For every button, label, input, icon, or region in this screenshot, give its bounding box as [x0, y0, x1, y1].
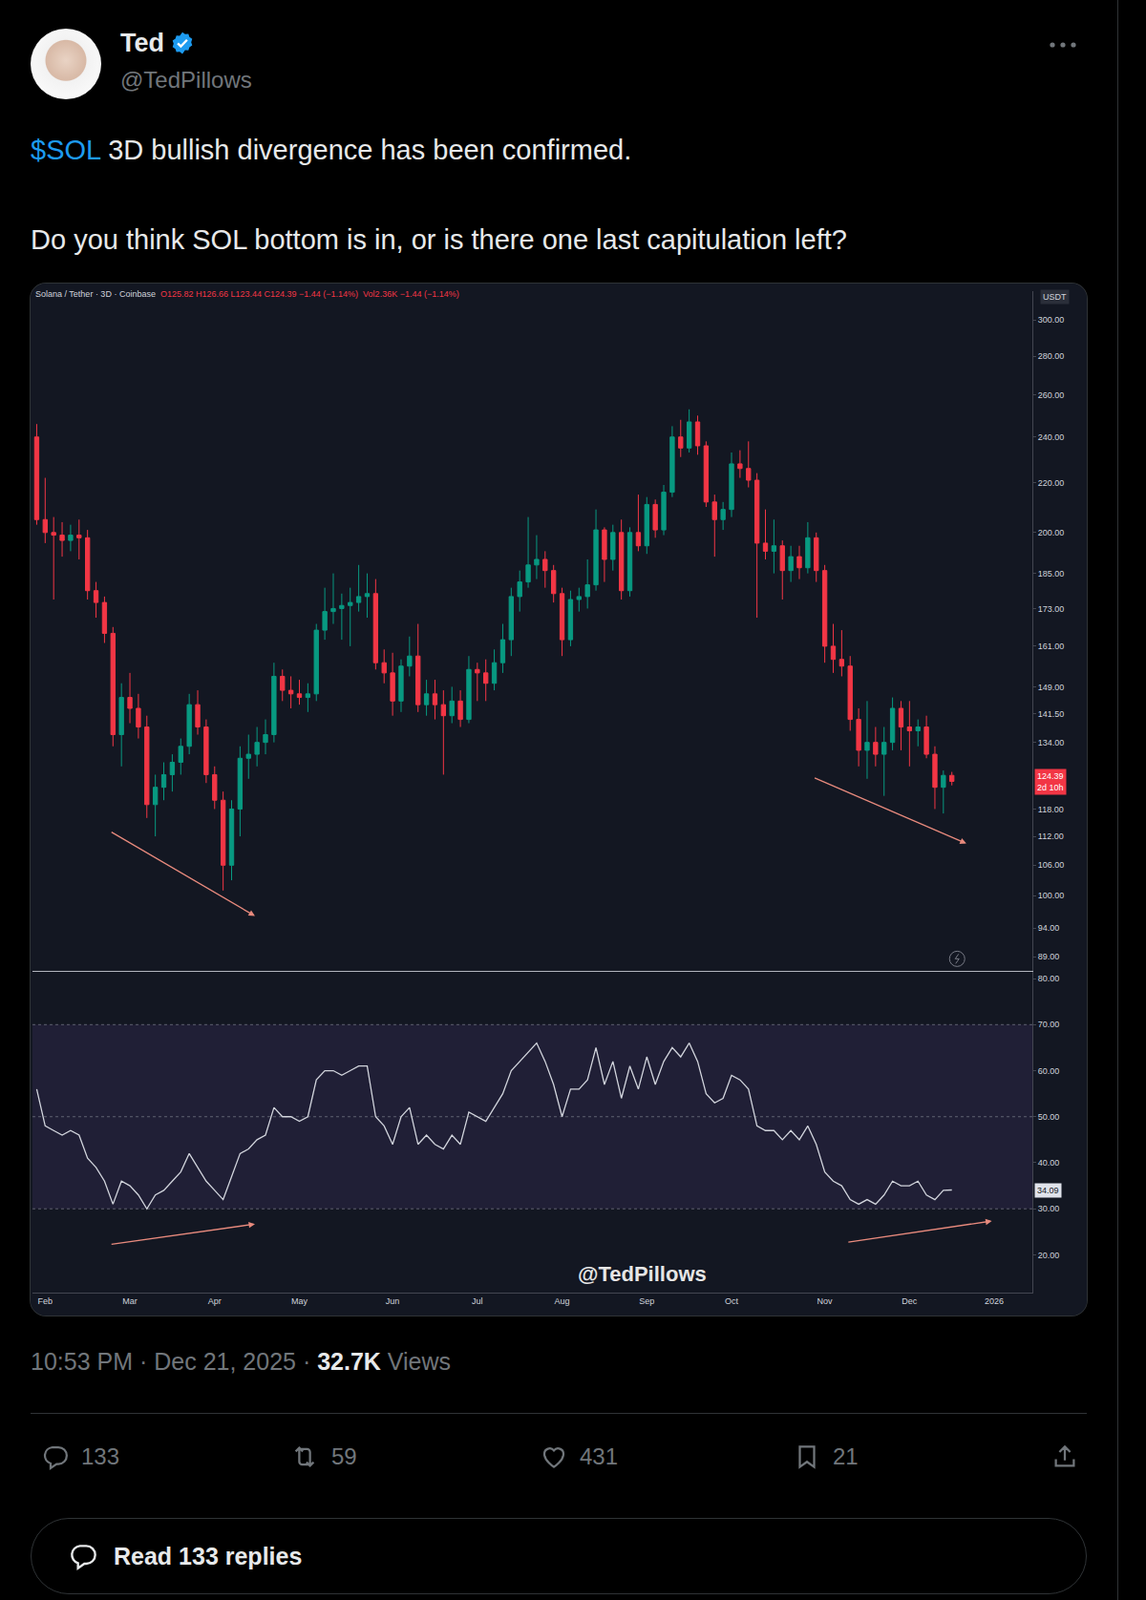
svg-text:240.00: 240.00 — [1038, 432, 1065, 443]
html-text:$SOL 3D bullish divergence has: $SOL 3D bullish divergence has been conf… — [30, 134, 632, 166]
svg-text:185.00: 185.00 — [1038, 569, 1065, 579]
svg-text:260.00: 260.00 — [1038, 390, 1065, 401]
svg-text:Aug: Aug — [554, 1296, 571, 1307]
svg-text:May: May — [291, 1296, 309, 1307]
svg-text:200.00: 200.00 — [1038, 528, 1065, 538]
svg-text:30.00: 30.00 — [1038, 1204, 1061, 1214]
svg-text:106.00: 106.00 — [1038, 860, 1065, 871]
svg-text:20.00: 20.00 — [1038, 1251, 1061, 1261]
svg-text:280.00: 280.00 — [1038, 351, 1065, 361]
html-text:Ted: Ted — [120, 28, 165, 58]
svg-text:161.00: 161.00 — [1038, 641, 1065, 652]
svg-text:173.00: 173.00 — [1038, 604, 1065, 615]
svg-text:134.00: 134.00 — [1038, 738, 1065, 748]
svg-text:112.00: 112.00 — [1038, 831, 1064, 842]
svg-text:Mar: Mar — [122, 1296, 138, 1307]
html-text:59: 59 — [331, 1443, 357, 1470]
svg-text:40.00: 40.00 — [1038, 1158, 1061, 1168]
html-text:431: 431 — [579, 1443, 618, 1470]
svg-text:Oct: Oct — [724, 1296, 740, 1307]
svg-text:Sep: Sep — [638, 1296, 655, 1307]
html-text:10:53 PM · Dec 21, 2025 · 32.7: 10:53 PM · Dec 21, 2025 · 32.7K Views — [30, 1348, 451, 1376]
svg-text:USDT: USDT — [1042, 292, 1067, 302]
svg-text:70.00: 70.00 — [1038, 1019, 1061, 1030]
svg-text:Dec: Dec — [901, 1296, 918, 1307]
svg-text:141.50: 141.50 — [1038, 709, 1065, 720]
svg-text:149.00: 149.00 — [1038, 682, 1065, 693]
svg-text:220.00: 220.00 — [1038, 478, 1065, 489]
svg-text:124.392d 10h: 124.392d 10h — [1037, 771, 1064, 793]
svg-text:Solana / Tether · 3D · Coinbas: Solana / Tether · 3D · Coinbase O125.82 … — [35, 289, 460, 299]
svg-text:Nov: Nov — [817, 1296, 834, 1307]
html-text:133: 133 — [81, 1443, 120, 1470]
svg-text:2026: 2026 — [984, 1296, 1004, 1307]
svg-text:100.00: 100.00 — [1038, 891, 1065, 901]
svg-text:Feb: Feb — [38, 1296, 54, 1307]
svg-text:89.00: 89.00 — [1038, 952, 1061, 962]
svg-text:94.00: 94.00 — [1038, 923, 1061, 934]
svg-text:Apr: Apr — [208, 1296, 222, 1307]
svg-text:60.00: 60.00 — [1038, 1066, 1061, 1077]
svg-text:@TedPillows: @TedPillows — [577, 1262, 707, 1287]
svg-text:Jul: Jul — [471, 1296, 484, 1307]
svg-text:300.00: 300.00 — [1038, 315, 1065, 325]
svg-text:50.00: 50.00 — [1038, 1112, 1061, 1123]
html-text:Read 133 replies: Read 133 replies — [113, 1542, 303, 1570]
svg-text:118.00: 118.00 — [1038, 805, 1064, 815]
svg-text:34.09: 34.09 — [1037, 1186, 1060, 1196]
svg-text:80.00: 80.00 — [1038, 974, 1061, 984]
html-text:@TedPillows: @TedPillows — [120, 66, 252, 93]
html-text:Do you think SOL bottom is in,: Do you think SOL bottom is in, or is the… — [30, 224, 847, 255]
svg-text:Jun: Jun — [385, 1296, 401, 1307]
html-text:21: 21 — [832, 1443, 859, 1470]
